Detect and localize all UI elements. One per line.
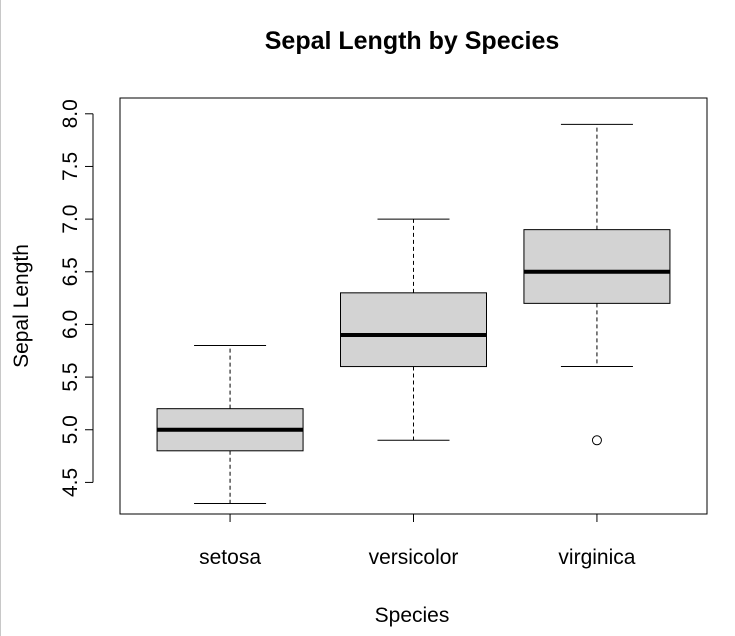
iqr-box — [523, 229, 671, 304]
y-axis-title: Sepal Length — [10, 244, 33, 368]
box-versicolor — [340, 218, 487, 441]
iqr-box — [340, 292, 487, 368]
box-setosa — [156, 344, 304, 504]
y-tick-label: 8.0 — [59, 99, 82, 128]
x-axis-title: Species — [375, 604, 450, 627]
chart-title: Sepal Length by Species — [265, 27, 560, 55]
x-tick-label: versicolor — [369, 546, 459, 569]
y-tick-label: 4.5 — [59, 468, 82, 497]
y-axis: 4.5 5.0 5.5 6.0 6.5 7.0 7.5 8.0 — [59, 99, 94, 497]
window-edge — [0, 0, 1, 636]
y-tick-label: 6.0 — [59, 310, 82, 339]
x-axis: setosa versicolor virginica — [199, 513, 636, 569]
x-tick-label: setosa — [199, 546, 261, 569]
outlier-point — [591, 435, 602, 446]
boxes-layer — [156, 123, 671, 504]
box-virginica — [523, 123, 671, 446]
y-tick-label: 7.5 — [59, 152, 82, 181]
x-tick-label: virginica — [558, 546, 635, 569]
y-tick-label: 6.5 — [59, 257, 82, 286]
y-tick-label: 5.5 — [59, 362, 82, 391]
y-tick-label: 7.0 — [59, 205, 82, 234]
y-tick-label: 5.0 — [59, 415, 82, 444]
